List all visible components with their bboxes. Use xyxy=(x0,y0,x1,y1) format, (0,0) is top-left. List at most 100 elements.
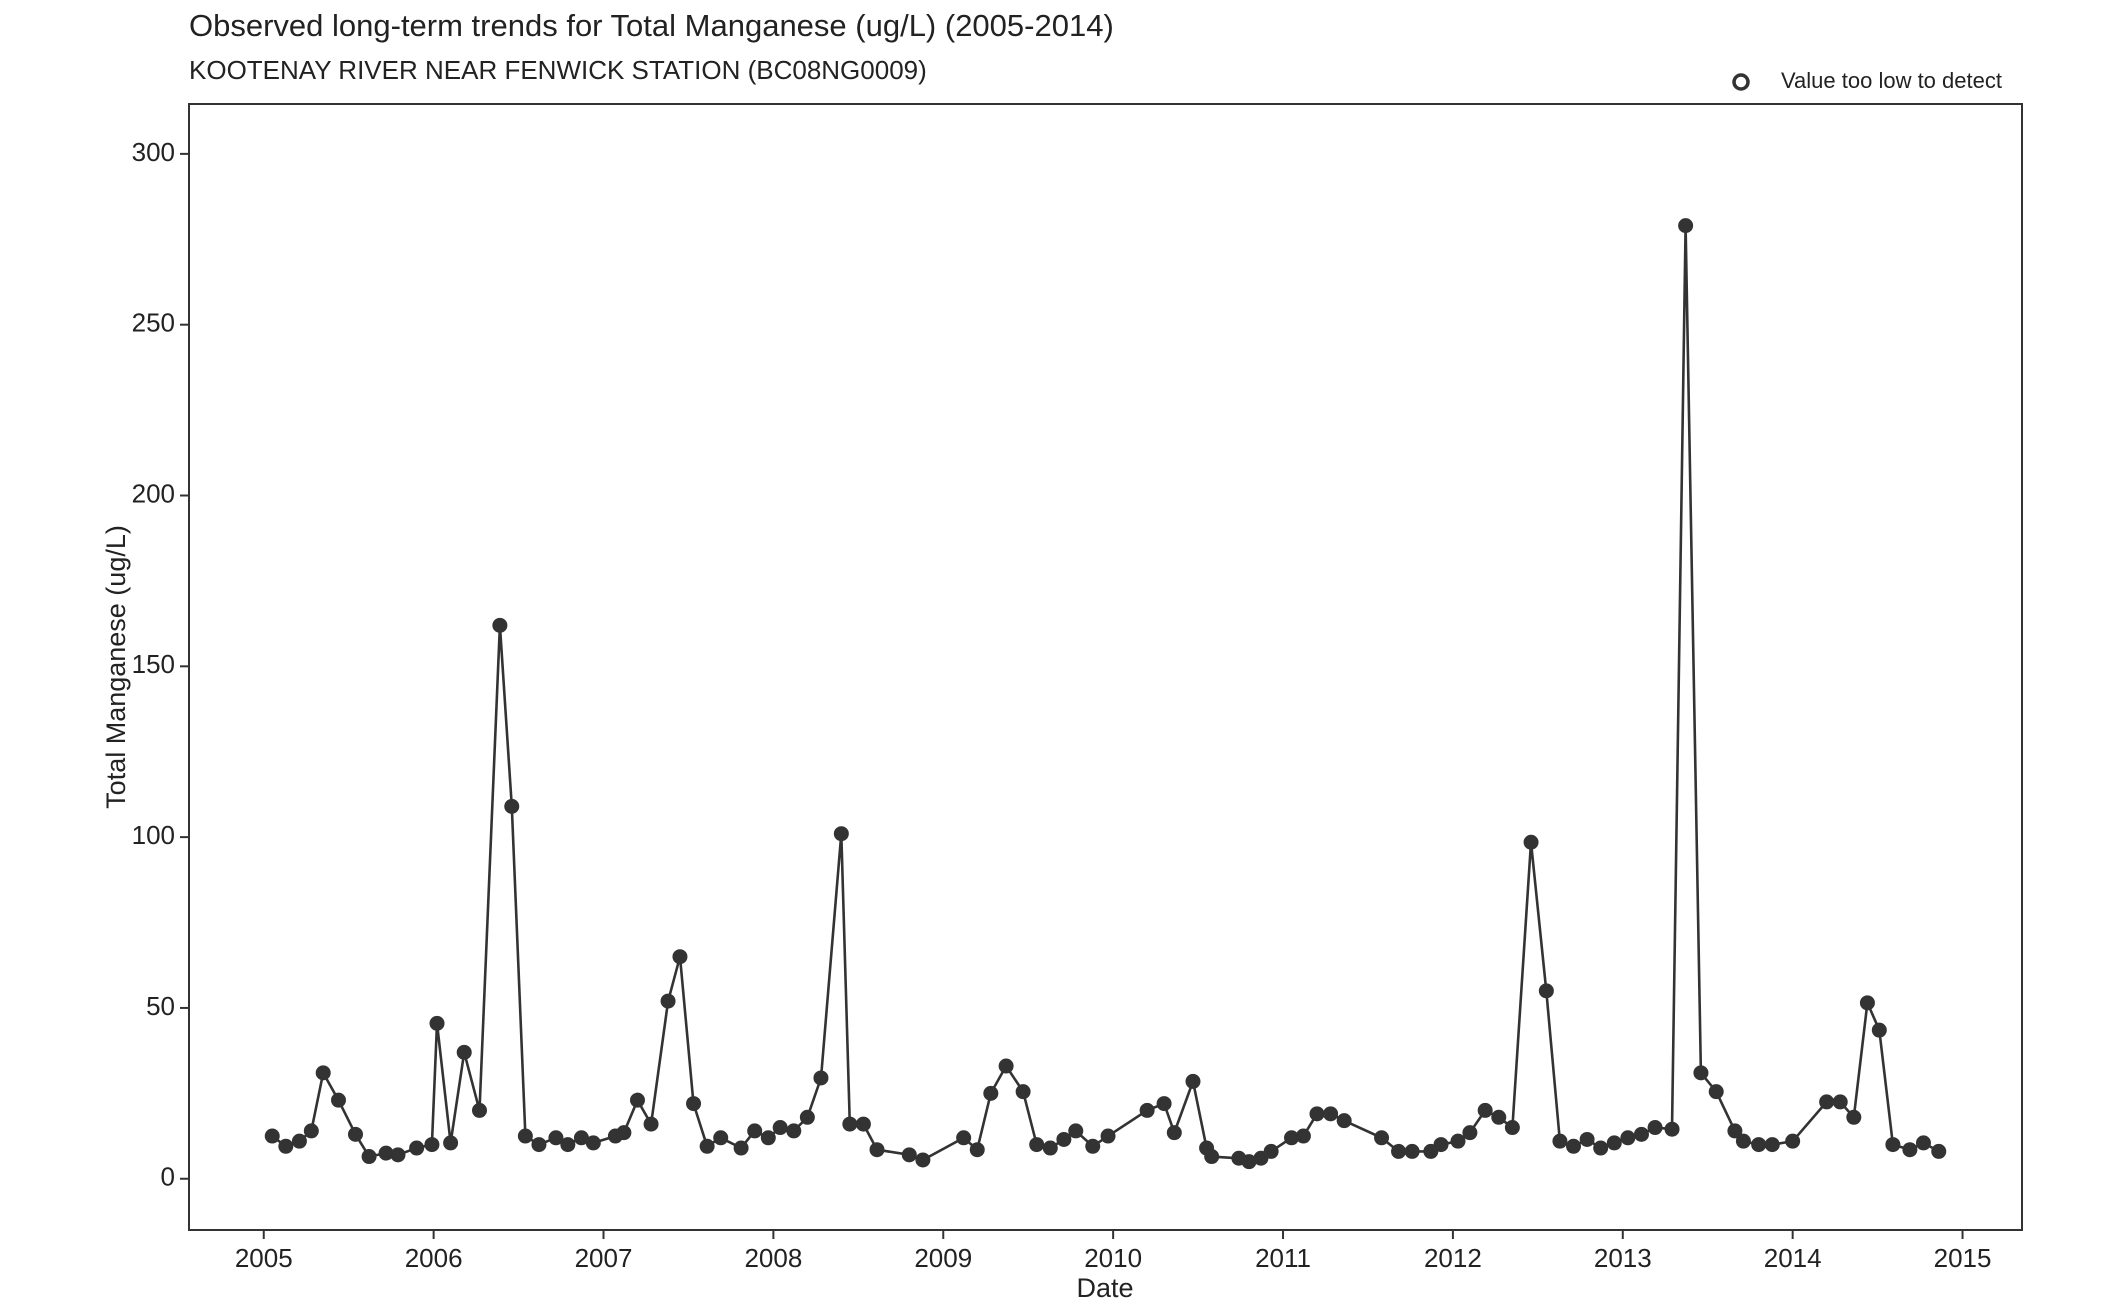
data-point xyxy=(471,1102,487,1118)
data-point xyxy=(1931,1143,1947,1159)
data-point xyxy=(1751,1137,1767,1153)
data-point xyxy=(1323,1106,1339,1122)
data-point xyxy=(1678,218,1694,234)
data-point xyxy=(330,1092,346,1108)
data-point xyxy=(573,1130,589,1146)
x-tick-label: 2010 xyxy=(1084,1243,1142,1273)
data-point xyxy=(1068,1123,1084,1139)
data-point xyxy=(1042,1140,1058,1156)
data-point xyxy=(915,1152,931,1168)
data-point xyxy=(1085,1138,1101,1154)
data-point xyxy=(1735,1133,1751,1149)
data-point xyxy=(1566,1138,1582,1154)
data-point xyxy=(813,1070,829,1086)
x-tick-label: 2009 xyxy=(914,1243,972,1273)
data-point xyxy=(1727,1123,1743,1139)
y-tick-label: 200 xyxy=(132,478,175,508)
data-point xyxy=(378,1145,394,1161)
chart-subtitle: KOOTENAY RIVER NEAR FENWICK STATION (BC0… xyxy=(189,55,927,85)
data-point xyxy=(1664,1121,1680,1137)
x-tick-label: 2013 xyxy=(1594,1243,1652,1273)
data-point xyxy=(560,1137,576,1153)
data-point xyxy=(1156,1096,1172,1112)
data-point xyxy=(585,1135,601,1151)
data-point xyxy=(443,1135,459,1151)
data-point xyxy=(1693,1065,1709,1081)
data-point xyxy=(1902,1142,1918,1158)
data-point xyxy=(1593,1140,1609,1156)
x-tick-label: 2008 xyxy=(744,1243,802,1273)
data-point xyxy=(686,1096,702,1112)
data-point xyxy=(1523,834,1539,850)
data-point xyxy=(855,1116,871,1132)
data-point xyxy=(1450,1133,1466,1149)
data-point xyxy=(629,1092,645,1108)
data-point xyxy=(1309,1106,1325,1122)
data-point xyxy=(1100,1128,1116,1144)
y-tick-label: 100 xyxy=(132,820,175,850)
data-point xyxy=(315,1065,331,1081)
data-point xyxy=(713,1130,729,1146)
x-tick-label: 2005 xyxy=(235,1243,293,1273)
data-point xyxy=(1404,1143,1420,1159)
x-tick-label: 2006 xyxy=(405,1243,463,1273)
data-point xyxy=(1139,1102,1155,1118)
x-tick-label: 2011 xyxy=(1255,1243,1311,1273)
data-point xyxy=(1764,1137,1780,1153)
y-tick-label: 250 xyxy=(132,308,175,338)
data-line xyxy=(271,225,1940,1164)
chart-title: Observed long-term trends for Total Mang… xyxy=(189,8,1114,43)
data-point xyxy=(956,1130,972,1146)
data-point xyxy=(409,1140,425,1156)
data-point xyxy=(1538,983,1554,999)
data-point xyxy=(1620,1130,1636,1146)
data-point xyxy=(733,1140,749,1156)
data-point xyxy=(786,1123,802,1139)
data-point xyxy=(660,993,676,1009)
data-point xyxy=(390,1147,406,1163)
y-tick-label: 0 xyxy=(161,1162,175,1192)
data-point xyxy=(1647,1120,1663,1136)
data-point xyxy=(1819,1094,1835,1110)
data-point xyxy=(531,1137,547,1153)
x-tick-label: 2014 xyxy=(1764,1243,1822,1273)
data-point xyxy=(1579,1131,1595,1147)
data-point xyxy=(504,798,520,814)
data-point xyxy=(833,826,849,842)
data-point xyxy=(1859,995,1875,1011)
data-point xyxy=(842,1116,858,1132)
data-point xyxy=(901,1147,917,1163)
data-point xyxy=(429,1015,445,1031)
data-point xyxy=(517,1128,533,1144)
legend-label: Value too low to detect xyxy=(1781,68,2002,93)
y-tick-label: 150 xyxy=(132,649,175,679)
data-point xyxy=(747,1123,763,1139)
data-point xyxy=(1491,1109,1507,1125)
data-point xyxy=(264,1128,280,1144)
data-point xyxy=(1185,1073,1201,1089)
data-point xyxy=(1477,1102,1493,1118)
data-point xyxy=(1915,1135,1931,1151)
data-point xyxy=(1374,1130,1390,1146)
data-point xyxy=(1015,1084,1031,1100)
x-tick-label: 2012 xyxy=(1424,1243,1482,1273)
y-tick-label: 50 xyxy=(146,991,175,1021)
data-point xyxy=(799,1109,815,1125)
data-point xyxy=(672,949,688,965)
data-point xyxy=(1336,1113,1352,1129)
data-point xyxy=(1708,1084,1724,1100)
data-point xyxy=(1391,1143,1407,1159)
data-point xyxy=(616,1125,632,1141)
data-point xyxy=(361,1149,377,1165)
data-point xyxy=(1462,1125,1478,1141)
data-point xyxy=(456,1044,472,1060)
data-point xyxy=(1433,1137,1449,1153)
data-point xyxy=(291,1133,307,1149)
y-axis-title: Total Manganese (ug/L) xyxy=(101,525,131,809)
x-axis-title: Date xyxy=(1076,1273,1133,1303)
data-point xyxy=(760,1130,776,1146)
y-tick-label: 300 xyxy=(132,137,175,167)
legend-symbol xyxy=(1732,73,1750,91)
